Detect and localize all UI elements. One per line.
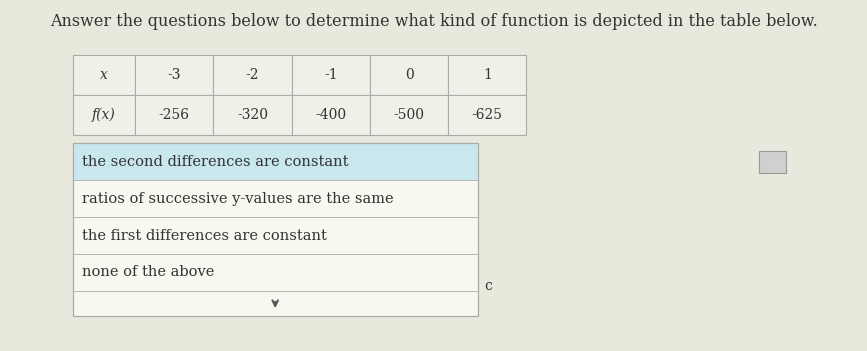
- Bar: [73, 143, 478, 316]
- Bar: [291, 55, 370, 95]
- Bar: [213, 95, 291, 135]
- Text: ratios of successive y-values are the same: ratios of successive y-values are the sa…: [81, 192, 394, 205]
- Bar: [448, 55, 526, 95]
- Bar: [448, 95, 526, 135]
- Bar: [759, 151, 786, 172]
- Bar: [73, 143, 478, 180]
- Bar: [73, 291, 478, 316]
- Bar: [135, 55, 213, 95]
- Bar: [213, 55, 291, 95]
- Bar: [370, 55, 448, 95]
- Bar: [135, 95, 213, 135]
- Text: -1: -1: [324, 68, 337, 82]
- Text: -2: -2: [245, 68, 259, 82]
- Text: Answer the questions below to determine what kind of function is depicted in the: Answer the questions below to determine …: [49, 13, 818, 30]
- Text: -3: -3: [167, 68, 181, 82]
- Text: 0: 0: [405, 68, 414, 82]
- Text: the first differences are constant: the first differences are constant: [81, 229, 327, 243]
- Bar: [291, 95, 370, 135]
- Text: -625: -625: [472, 108, 503, 122]
- Text: x: x: [100, 68, 108, 82]
- Bar: [73, 55, 135, 95]
- Text: none of the above: none of the above: [81, 265, 214, 279]
- Text: -500: -500: [394, 108, 425, 122]
- Text: -256: -256: [159, 108, 190, 122]
- Text: 1: 1: [483, 68, 492, 82]
- Bar: [73, 95, 135, 135]
- Text: f(x): f(x): [92, 108, 116, 122]
- Bar: [73, 180, 478, 291]
- Text: -400: -400: [316, 108, 346, 122]
- Text: c: c: [485, 279, 492, 293]
- Text: -320: -320: [237, 108, 268, 122]
- Bar: [370, 95, 448, 135]
- Text: the second differences are constant: the second differences are constant: [81, 154, 349, 168]
